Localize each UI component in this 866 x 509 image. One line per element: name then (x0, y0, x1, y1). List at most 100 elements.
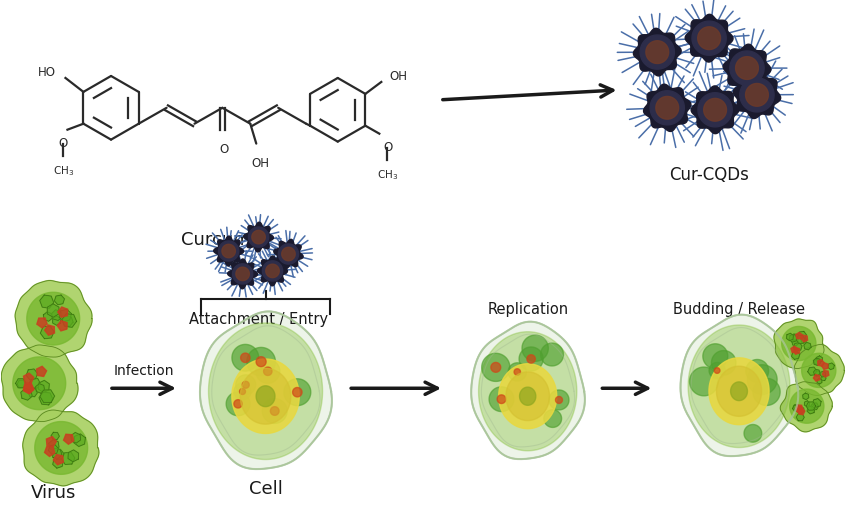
Polygon shape (228, 260, 257, 289)
Polygon shape (43, 313, 52, 322)
Polygon shape (44, 446, 55, 457)
Polygon shape (222, 245, 236, 258)
Text: Cur-CQDs: Cur-CQDs (669, 166, 749, 184)
Polygon shape (828, 363, 834, 370)
Polygon shape (740, 79, 774, 112)
Polygon shape (780, 382, 832, 432)
Polygon shape (792, 352, 799, 360)
Polygon shape (226, 392, 250, 416)
Polygon shape (807, 406, 815, 414)
Polygon shape (688, 325, 790, 447)
Polygon shape (240, 389, 245, 394)
Polygon shape (793, 405, 799, 410)
Polygon shape (643, 85, 691, 132)
Polygon shape (48, 304, 59, 318)
Text: OH: OH (251, 156, 269, 169)
Polygon shape (274, 240, 303, 269)
Polygon shape (491, 363, 501, 373)
Polygon shape (29, 379, 41, 388)
Polygon shape (691, 87, 739, 134)
Polygon shape (68, 450, 79, 462)
Polygon shape (38, 381, 49, 393)
Polygon shape (58, 307, 68, 318)
Polygon shape (284, 379, 311, 406)
Polygon shape (234, 400, 242, 408)
Polygon shape (681, 315, 798, 456)
Polygon shape (813, 370, 820, 376)
Polygon shape (62, 317, 73, 327)
Polygon shape (479, 332, 577, 451)
Text: Infection: Infection (113, 363, 174, 378)
Polygon shape (703, 344, 727, 369)
Polygon shape (798, 332, 806, 340)
Polygon shape (650, 92, 684, 126)
Polygon shape (734, 72, 780, 119)
Polygon shape (242, 382, 249, 388)
Polygon shape (506, 372, 549, 421)
Polygon shape (40, 390, 55, 403)
Polygon shape (497, 395, 506, 404)
Polygon shape (798, 408, 805, 415)
Polygon shape (789, 334, 797, 343)
Polygon shape (815, 371, 820, 376)
Polygon shape (804, 343, 811, 350)
Polygon shape (527, 355, 535, 363)
Polygon shape (23, 410, 99, 486)
Polygon shape (549, 390, 569, 410)
Polygon shape (796, 333, 803, 339)
Polygon shape (792, 405, 799, 411)
Polygon shape (48, 445, 58, 455)
Polygon shape (13, 357, 66, 410)
Polygon shape (23, 383, 34, 393)
Polygon shape (232, 264, 253, 285)
Polygon shape (514, 369, 520, 376)
Polygon shape (508, 363, 527, 381)
Polygon shape (35, 422, 87, 474)
Polygon shape (200, 312, 332, 469)
Polygon shape (293, 388, 302, 397)
Polygon shape (796, 336, 805, 344)
Polygon shape (209, 323, 322, 460)
Text: O: O (220, 143, 229, 155)
Polygon shape (555, 397, 563, 404)
Polygon shape (28, 388, 37, 397)
Polygon shape (709, 358, 769, 425)
Polygon shape (792, 340, 798, 346)
Polygon shape (731, 382, 747, 401)
Polygon shape (520, 387, 536, 406)
Polygon shape (270, 407, 279, 415)
Polygon shape (15, 281, 92, 357)
Polygon shape (218, 241, 239, 262)
Text: Virus: Virus (30, 483, 76, 501)
Polygon shape (822, 371, 829, 377)
Polygon shape (48, 440, 59, 450)
Text: CH$_3$: CH$_3$ (53, 164, 74, 178)
Polygon shape (23, 373, 34, 383)
Polygon shape (51, 448, 61, 459)
Polygon shape (36, 384, 44, 393)
Polygon shape (74, 434, 86, 446)
Polygon shape (744, 425, 762, 442)
Polygon shape (786, 333, 793, 341)
Polygon shape (252, 231, 265, 244)
Polygon shape (817, 356, 823, 363)
Polygon shape (44, 325, 55, 335)
Polygon shape (774, 319, 824, 369)
Polygon shape (47, 437, 56, 447)
Polygon shape (262, 399, 288, 423)
Polygon shape (17, 380, 26, 388)
Polygon shape (51, 433, 60, 440)
Polygon shape (817, 379, 822, 384)
Polygon shape (782, 327, 816, 361)
Polygon shape (471, 322, 585, 459)
Polygon shape (796, 414, 805, 421)
Polygon shape (241, 353, 250, 363)
Text: Budding / Release: Budding / Release (673, 302, 805, 317)
Polygon shape (27, 293, 80, 345)
Polygon shape (812, 399, 821, 407)
Polygon shape (698, 94, 732, 128)
Polygon shape (257, 257, 288, 286)
Polygon shape (801, 338, 806, 344)
Polygon shape (805, 401, 810, 407)
Polygon shape (481, 354, 510, 382)
